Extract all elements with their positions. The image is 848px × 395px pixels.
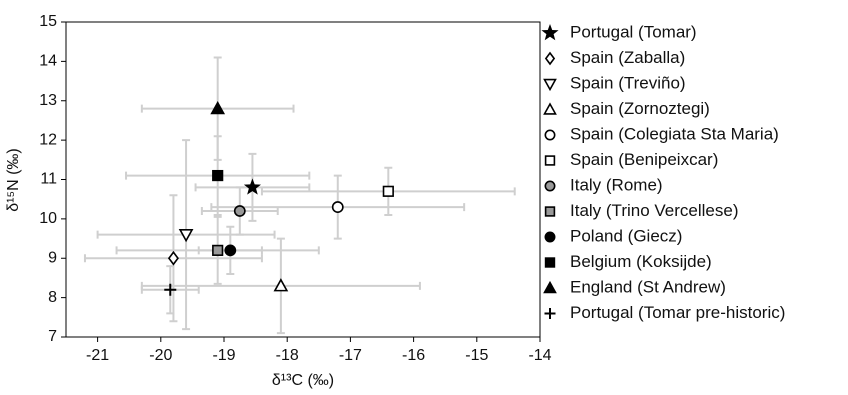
legend-label: Poland (Giecz) [570, 226, 682, 245]
data-point [178, 229, 194, 243]
y-tick-label: 15 [39, 13, 57, 30]
x-tick-label: -16 [402, 347, 425, 364]
legend-label: Italy (Rome) [570, 175, 663, 194]
legend-marker [544, 51, 556, 66]
data-point [212, 169, 224, 182]
y-tick-label: 14 [39, 53, 57, 70]
legend-label: Spain (Zaballa) [570, 48, 685, 67]
legend-marker [543, 78, 557, 92]
legend-label: Spain (Benipeixcar) [570, 150, 718, 169]
data-point [331, 201, 344, 213]
legend-marker [544, 155, 556, 166]
legend-label: Italy (Trino Vercellese) [570, 201, 738, 220]
legend-marker [544, 231, 556, 243]
x-axis-label: δ¹³C (‰) [272, 372, 334, 389]
data-point [233, 205, 246, 217]
legend-label: Portugal (Tomar) [570, 22, 697, 41]
legend-marker [544, 206, 556, 217]
legend-marker [544, 129, 556, 141]
legend-marker [541, 24, 559, 41]
x-tick-label: -17 [339, 347, 362, 364]
legend-label: England (St Andrew) [570, 277, 726, 296]
data-point [224, 244, 237, 257]
data-point [243, 178, 261, 195]
legend-marker [543, 280, 557, 294]
x-tick-label: -19 [212, 347, 235, 364]
y-tick-label: 7 [48, 328, 57, 345]
data-point [164, 283, 177, 296]
legend-label: Portugal (Tomar pre-historic) [570, 303, 785, 322]
data-point [212, 244, 224, 256]
data-point [273, 278, 289, 292]
data-point [167, 250, 179, 266]
y-axis-label: δ¹⁵N (‰) [5, 148, 22, 212]
y-tick-label: 11 [40, 171, 57, 188]
plot-frame [65, 21, 541, 338]
legend-marker [544, 257, 556, 268]
legend-label: Belgium (Koksijde) [570, 252, 712, 271]
x-tick-label: -18 [276, 347, 299, 364]
x-tick-label: -15 [465, 347, 488, 364]
legend-marker [544, 180, 556, 192]
legend-label: Spain (Colegiata Sta Maria) [570, 124, 779, 143]
x-tick-label: -20 [149, 347, 172, 364]
x-tick-label: -14 [528, 347, 551, 364]
y-tick-label: 8 [48, 289, 57, 306]
y-tick-label: 10 [39, 210, 57, 227]
y-tick-label: 12 [39, 131, 57, 148]
legend-label: Spain (Treviño) [570, 73, 686, 92]
x-tick-label: -21 [86, 347, 109, 364]
data-point [382, 185, 394, 197]
legend-marker [544, 308, 556, 319]
legend-label: Spain (Zornoztegi) [570, 99, 710, 118]
legend-marker [543, 102, 557, 115]
data-point [210, 100, 226, 115]
y-tick-label: 13 [39, 92, 57, 109]
y-tick-label: 9 [48, 249, 57, 266]
